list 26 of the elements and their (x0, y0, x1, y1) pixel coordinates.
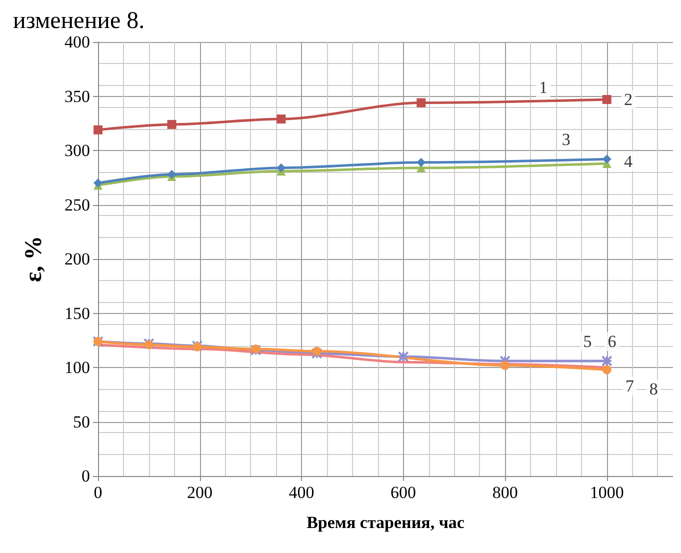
x-tick-label: 1000 (590, 483, 624, 502)
x-tick-label: 0 (94, 483, 102, 502)
annotation: 5 (583, 332, 592, 351)
annotation: 7 (626, 376, 634, 396)
annotation: 2 (624, 90, 632, 110)
x-axis-title: Время старения, час (306, 513, 465, 532)
y-tick-label: 0 (82, 466, 90, 486)
y-axis-title: ε, % (21, 236, 47, 282)
x-tick-label: 200 (187, 483, 213, 502)
x-tick-label: 800 (492, 483, 518, 502)
x-tick-label: 400 (288, 483, 314, 502)
annotation: 8 (649, 380, 658, 399)
annotation: 1 (538, 78, 548, 98)
y-tick-label: 50 (73, 412, 90, 432)
annotation: 6 (608, 332, 616, 351)
y-tick-label: 100 (64, 358, 90, 377)
y-tick-label: 400 (64, 32, 90, 52)
y-tick-label: 150 (64, 304, 90, 323)
y-tick-label: 200 (64, 250, 90, 268)
x-tick-label: 600 (390, 483, 416, 502)
annotation: 3 (562, 130, 570, 150)
y-tick-label: 300 (64, 141, 90, 160)
y-tick-label: 350 (64, 86, 90, 106)
text: изменение 8. (13, 8, 145, 34)
annotation: 4 (624, 152, 633, 171)
y-tick-label: 250 (64, 195, 90, 214)
